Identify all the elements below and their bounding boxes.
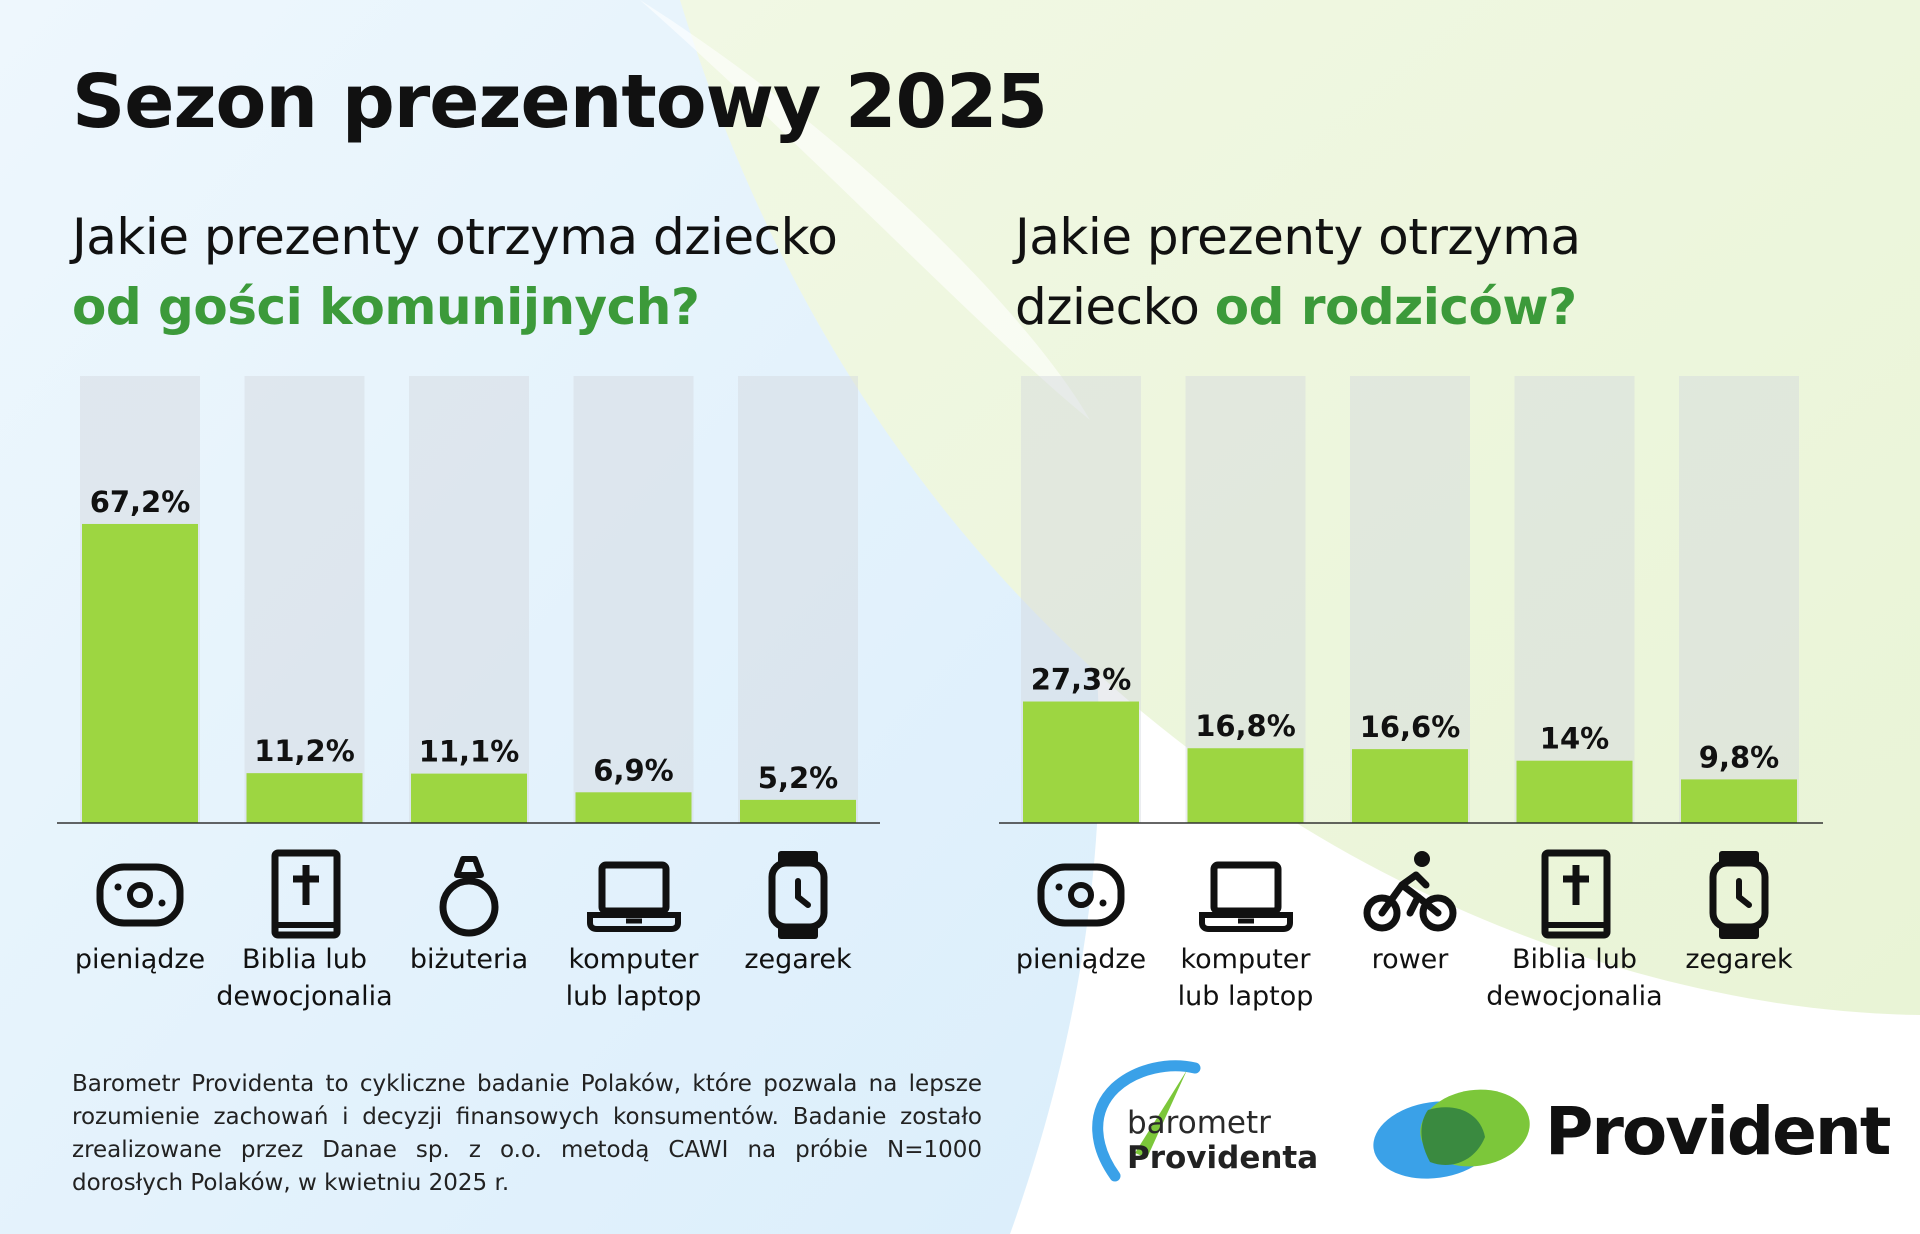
- category-label: komputer lub laptop: [1146, 941, 1346, 1015]
- laptop-icon: [584, 845, 684, 945]
- left-question-line1: Jakie prezenty otrzyma dziecko: [72, 208, 838, 266]
- laptop-icon: [1196, 845, 1296, 945]
- bar-value-label: 6,9%: [593, 753, 673, 787]
- right-question-line1: Jakie prezenty otrzyma: [1015, 208, 1581, 266]
- right-chart-question: Jakie prezenty otrzyma dziecko od rodzic…: [1015, 202, 1581, 342]
- category-label: rower: [1310, 941, 1510, 978]
- category-label-line: zegarek: [744, 944, 852, 975]
- category-label-line: dewocjonalia: [216, 981, 393, 1012]
- category-label: zegarek: [698, 941, 898, 978]
- category-label-line: Biblia lub: [241, 944, 368, 975]
- category-label-line: lub laptop: [1177, 981, 1314, 1012]
- page-title: Sezon prezentowy 2025: [72, 59, 1048, 145]
- category-label-line: zegarek: [1685, 944, 1793, 975]
- left-chart: 67,2% 11,2% 11,1% 6,9% 5,2%: [57, 376, 880, 824]
- methodology-footnote: Barometr Providenta to cykliczne badanie…: [72, 1071, 982, 1196]
- bar-5: [740, 799, 856, 823]
- bar-track: [1679, 376, 1799, 823]
- bar-value-label: 9,8%: [1699, 740, 1779, 774]
- category-label-line: biżuteria: [409, 944, 529, 975]
- right-question-line2: dziecko: [1015, 278, 1215, 336]
- category-label: komputer lub laptop: [534, 941, 734, 1015]
- category-label-line: komputer: [1180, 944, 1311, 975]
- bar-value-label: 11,2%: [254, 734, 355, 768]
- category-label: pieniądze: [981, 941, 1181, 978]
- bar-track: [1514, 376, 1635, 823]
- ring-icon: [419, 845, 519, 945]
- bar-value-label: 11,1%: [419, 735, 520, 769]
- category-label: biżuteria: [369, 941, 569, 978]
- bar-2: [246, 773, 363, 823]
- category-label-line: Biblia lub: [1511, 944, 1638, 975]
- bible-icon: [255, 845, 355, 945]
- right-chart: 27,3% 16,8% 16,6% 14% 9,8%: [999, 376, 1823, 824]
- left-question-highlight: od gości komunijnych?: [72, 278, 700, 336]
- barometr-arc-icon: [1092, 1060, 1201, 1182]
- bar-value-label: 27,3%: [1031, 663, 1132, 697]
- bar-value-label: 67,2%: [90, 485, 191, 519]
- bar-value-label: 14%: [1540, 722, 1609, 756]
- provident-wordmark: Provident: [1545, 1093, 1891, 1170]
- category-label: zegarek: [1639, 941, 1839, 978]
- right-question-highlight: od rodziców?: [1214, 278, 1577, 336]
- category-label-line: pieniądze: [74, 944, 206, 975]
- category-label-line: lub laptop: [565, 981, 702, 1012]
- money-icon: [1031, 845, 1131, 945]
- barometr-logo-line1: barometr: [1127, 1105, 1271, 1141]
- provident-logo: Provident: [1370, 1082, 1891, 1182]
- category-label-line: dewocjonalia: [1486, 981, 1663, 1012]
- bar-track: [738, 376, 858, 823]
- category-label-line: rower: [1371, 944, 1449, 975]
- bar-3: [1352, 749, 1468, 823]
- bar-3: [411, 773, 527, 823]
- bar-track: [244, 376, 365, 823]
- bar-5: [1681, 779, 1797, 823]
- money-icon: [90, 845, 190, 945]
- bar-2: [1187, 748, 1304, 823]
- category-label: pieniądze: [40, 941, 240, 978]
- left-chart-question: Jakie prezenty otrzyma dziecko od gości …: [72, 202, 838, 342]
- bar-value-label: 16,8%: [1195, 709, 1296, 743]
- bar-track: [1350, 376, 1470, 823]
- category-label-line: pieniądze: [1015, 944, 1147, 975]
- bar-4: [575, 792, 692, 823]
- bar-track: [573, 376, 694, 823]
- bar-1: [82, 523, 198, 823]
- bar-4: [1516, 760, 1633, 823]
- category-label: Biblia lub dewocjonalia: [205, 941, 405, 1015]
- barometr-logo-line2: Providenta: [1127, 1140, 1319, 1176]
- bike-icon: [1360, 845, 1460, 945]
- watch-icon: [748, 845, 848, 945]
- bar-track: [409, 376, 529, 823]
- bar-value-label: 16,6%: [1360, 710, 1461, 744]
- provident-mark-icon: [1373, 1089, 1530, 1179]
- barometr-providenta-logo: barometr Providenta: [1075, 1058, 1320, 1188]
- bar-1: [1023, 701, 1139, 823]
- watch-icon: [1689, 845, 1789, 945]
- category-label-line: komputer: [568, 944, 699, 975]
- bible-icon: [1525, 845, 1625, 945]
- bar-value-label: 5,2%: [758, 761, 838, 795]
- category-label: Biblia lub dewocjonalia: [1475, 941, 1675, 1015]
